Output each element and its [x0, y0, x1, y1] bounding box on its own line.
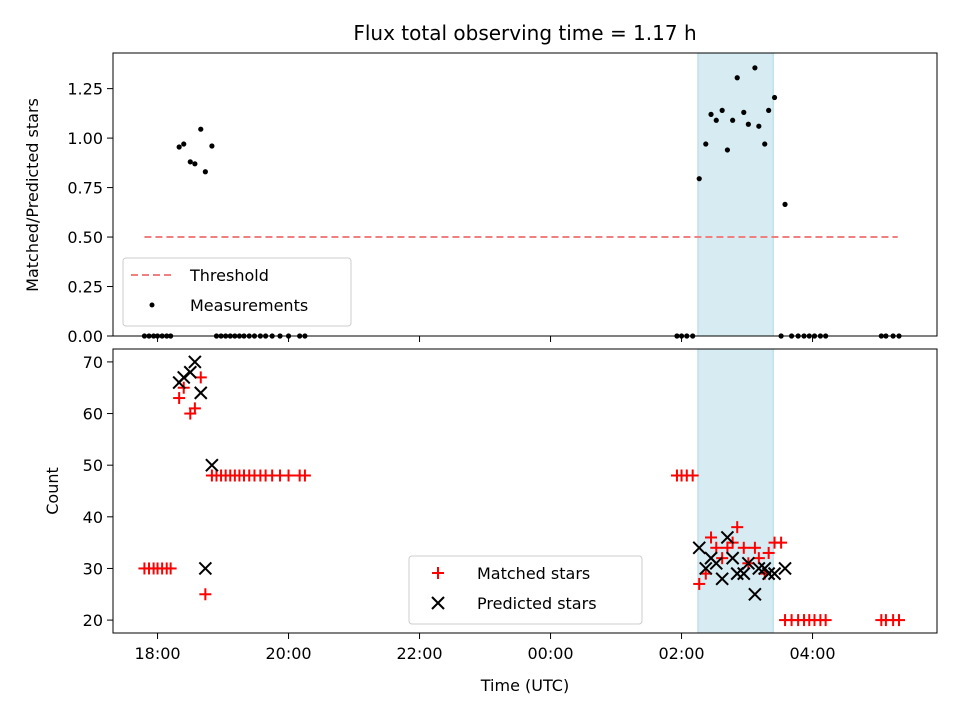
matched-star-point: [775, 536, 788, 549]
matched-star-point: [762, 546, 775, 559]
legend-matched-label: Matched stars: [477, 564, 590, 583]
bottom-y-tick-label: 20: [83, 611, 103, 630]
matched-star-point: [199, 588, 212, 601]
measurement-point: [713, 117, 719, 123]
matched-star-point: [282, 469, 295, 482]
bottom-x-tick-label: 18:00: [134, 644, 180, 663]
bottom-y-tick-label: 40: [83, 508, 103, 527]
measurement-point: [756, 123, 762, 129]
bottom-x-tick-label: 22:00: [396, 644, 442, 663]
bottom-x-tick-label: 00:00: [527, 644, 573, 663]
measurement-point: [745, 121, 751, 127]
measurement-point: [752, 65, 758, 71]
top-y-axis-label: Matched/Predicted stars: [23, 98, 42, 292]
bottom-axes-frame: [112, 348, 938, 634]
top-y-tick-label: 1.25: [67, 80, 103, 99]
measurement-point: [766, 107, 772, 113]
predicted-star-point: [720, 530, 735, 545]
matched-star-point: [737, 541, 750, 554]
predicted-star-point: [715, 572, 729, 586]
predicted-star-point: [709, 556, 723, 570]
matched-star-point: [748, 541, 761, 554]
bottom-y-tick-label: 60: [83, 405, 103, 424]
top-axes-frame: [112, 52, 938, 337]
legend-measurements-swatch: [149, 302, 155, 308]
matched-star-point: [705, 531, 718, 544]
predicted-star-point: [194, 386, 208, 400]
measurement-point: [741, 109, 747, 115]
bottom-y-tick-label: 70: [83, 353, 103, 372]
bottom-x-tick-label: 02:00: [658, 644, 704, 663]
measurement-point: [696, 176, 702, 182]
matched-star-point: [893, 614, 906, 627]
bottom-x-tick-label: 04:00: [789, 644, 835, 663]
chart-title: Flux total observing time = 1.17 h: [353, 21, 696, 45]
measurement-point: [176, 144, 182, 150]
measurement-point: [734, 75, 740, 81]
top-y-tick-label: 1.00: [67, 129, 103, 148]
legend-matched-swatch: [432, 567, 444, 579]
bottom-y-axis-label: Count: [43, 467, 62, 515]
highlight-span: [697, 52, 774, 337]
predicted-star-point: [198, 561, 213, 576]
measurement-point: [762, 141, 768, 147]
predicted-star-point: [188, 355, 202, 369]
bottom-y-tick-label: 50: [83, 456, 103, 475]
predicted-star-point: [699, 561, 713, 576]
legend-measurements-label: Measurements: [190, 296, 308, 315]
measurement-point: [187, 159, 193, 165]
measurement-point: [703, 141, 709, 147]
measurement-point: [209, 143, 215, 149]
matched-star-point: [731, 521, 744, 534]
predicted-star-point: [205, 458, 219, 472]
bottom-x-tick-label: 20:00: [265, 644, 311, 663]
measurement-point: [771, 94, 778, 101]
bottom-legend: Matched stars Predicted stars: [408, 555, 643, 625]
legend-threshold-label: Threshold: [189, 266, 269, 285]
predicted-star-point: [761, 566, 776, 581]
matched-star-point: [819, 614, 832, 627]
measurement-point: [782, 201, 788, 207]
predicted-star-point: [778, 561, 792, 576]
predicted-star-point: [183, 365, 197, 379]
matched-star-point: [693, 577, 706, 590]
measurement-point: [724, 147, 730, 153]
predicted-star-point: [737, 566, 751, 581]
predicted-star-point: [752, 561, 766, 576]
legend-predicted-swatch: [431, 596, 445, 610]
matched-star-point: [686, 469, 699, 482]
predicted-star-point: [692, 541, 706, 555]
top-y-tick-label: 0.50: [67, 228, 103, 247]
measurement-point: [730, 117, 736, 123]
matched-star-point: [164, 562, 177, 575]
measurement-point: [202, 169, 208, 175]
matched-star-point: [298, 469, 311, 482]
predicted-star-point: [730, 566, 744, 581]
legend-predicted-label: Predicted stars: [477, 594, 597, 613]
top-legend-box: [122, 257, 352, 327]
highlight-span: [697, 348, 774, 634]
bottom-axes: 20 30 40 50 60 70 18:00 20:00 22:00 00:00 02:00 04:…: [43, 348, 938, 695]
measurement-point: [719, 107, 725, 113]
predicted-star-point: [725, 551, 740, 565]
measurement-point: [192, 161, 198, 167]
measurement-point: [708, 111, 714, 117]
predicted-star-point: [767, 566, 782, 581]
top-axes: 0.00 0.25 0.50 0.75 1.00 1.25 Matched/Predict…: [23, 52, 938, 346]
top-y-tick-label: 0.25: [67, 278, 103, 297]
matched-star-point: [173, 392, 186, 405]
bottom-legend-box: [408, 555, 643, 625]
bottom-y-tick-label: 30: [83, 559, 103, 578]
measurement-point: [181, 141, 187, 147]
top-legend: Threshold Measurements: [122, 257, 352, 327]
predicted-star-point: [748, 587, 762, 601]
matched-star-point: [188, 402, 201, 415]
top-y-tick-label: 0.75: [67, 179, 103, 198]
x-axis-label: Time (UTC): [480, 676, 569, 695]
top-y-tick-label: 0.00: [67, 327, 103, 346]
predicted-star-point: [741, 556, 756, 570]
measurement-point: [198, 126, 204, 132]
